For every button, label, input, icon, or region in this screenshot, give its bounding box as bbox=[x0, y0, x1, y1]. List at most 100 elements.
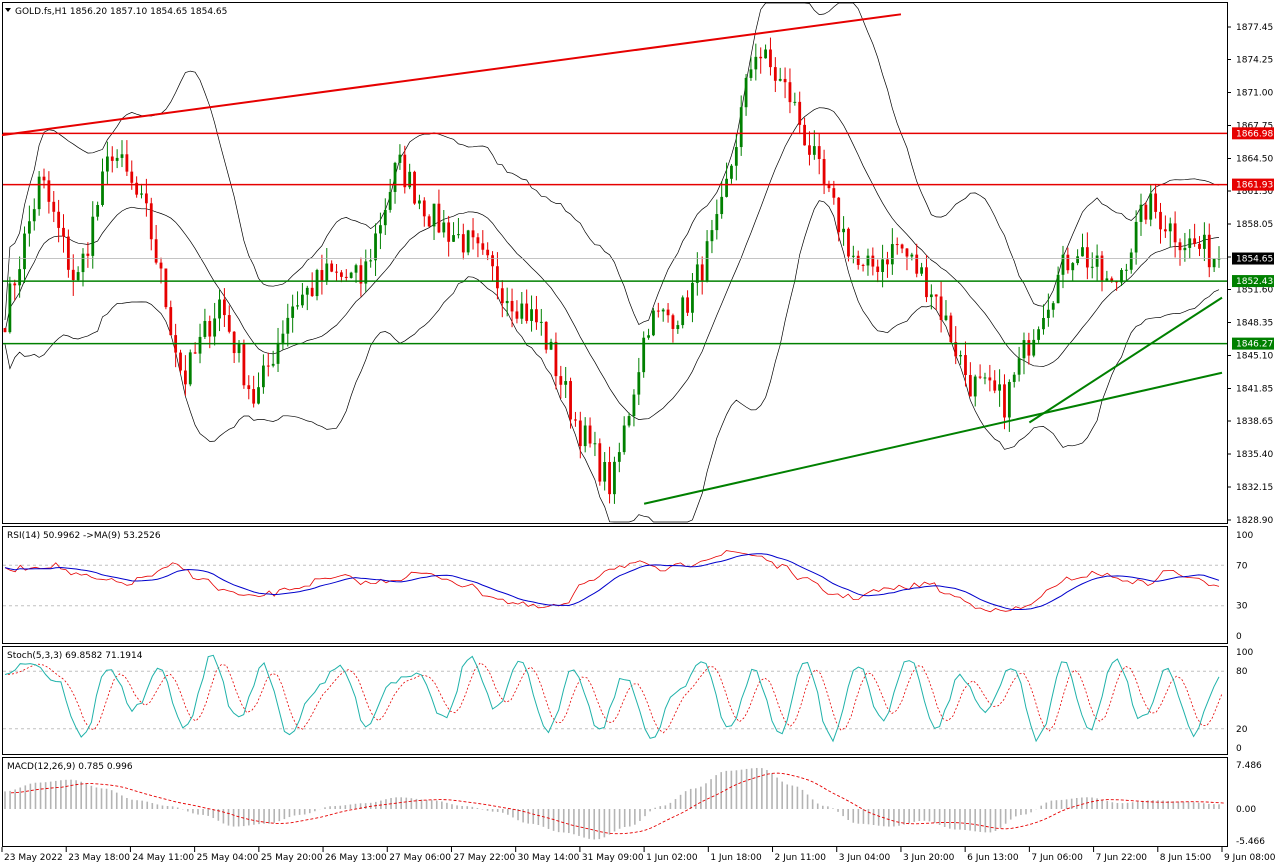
candle-body bbox=[520, 303, 524, 319]
candle-body bbox=[778, 78, 782, 81]
candle-body bbox=[252, 389, 256, 404]
dropdown-triangle-icon[interactable] bbox=[5, 8, 11, 12]
price-tick-label: 1858.05 bbox=[1236, 220, 1273, 230]
price-tick-label: 1867.75 bbox=[1236, 121, 1273, 131]
candle-body bbox=[827, 183, 831, 189]
price-tick-label: 1828.90 bbox=[1236, 516, 1273, 526]
candle-body bbox=[66, 236, 70, 270]
candle-body bbox=[325, 263, 329, 281]
candle-body bbox=[988, 377, 992, 381]
time-tick-label: 27 May 06:00 bbox=[389, 853, 451, 863]
candle-body bbox=[1076, 256, 1080, 264]
candle-body bbox=[1144, 204, 1148, 220]
candle-body bbox=[359, 265, 363, 284]
rsi-pane[interactable] bbox=[2, 526, 1228, 644]
candle-body bbox=[554, 341, 558, 377]
stoch-tick-label: 20 bbox=[1236, 725, 1248, 735]
time-tick-label: 9 Jun 08:00 bbox=[1224, 853, 1276, 863]
candle-body bbox=[418, 200, 421, 204]
price-tick-label: 1871.00 bbox=[1236, 88, 1273, 98]
price-tick-label: 1851.60 bbox=[1236, 285, 1273, 295]
candle-body bbox=[32, 209, 36, 222]
price-tick-label: 1877.45 bbox=[1236, 23, 1273, 33]
candle-body bbox=[617, 452, 621, 462]
candle-body bbox=[725, 178, 728, 197]
price-axis: 1877.45 1874.25 1871.00 1867.75 1864.50 1861.… bbox=[1227, 23, 1273, 526]
candle-body bbox=[369, 260, 373, 262]
candle-body bbox=[3, 328, 7, 333]
candle-body bbox=[310, 287, 314, 297]
time-tick-label: 26 May 13:00 bbox=[325, 853, 387, 863]
candle-body bbox=[613, 461, 616, 495]
candle-body bbox=[281, 333, 285, 343]
candle-body bbox=[812, 146, 816, 155]
candle-body bbox=[861, 264, 865, 266]
time-tick-label: 25 May 20:00 bbox=[261, 853, 323, 863]
candle-body bbox=[37, 176, 41, 210]
candle-body bbox=[1120, 269, 1123, 283]
macd-tick-label: -5.466 bbox=[1236, 837, 1265, 847]
candle-body bbox=[773, 67, 777, 81]
candle-body bbox=[76, 272, 80, 281]
level-badge-label: 1861.93 bbox=[1236, 181, 1273, 191]
rsi-tick-label: 100 bbox=[1236, 531, 1253, 541]
candle-body bbox=[232, 331, 236, 354]
candle-body bbox=[1178, 242, 1182, 251]
candle-body bbox=[783, 78, 787, 83]
candle-body bbox=[1022, 340, 1026, 359]
candle-body bbox=[647, 335, 650, 338]
candle-body bbox=[18, 269, 22, 286]
candle-body bbox=[691, 282, 694, 313]
candle-body bbox=[320, 270, 324, 281]
candle-body bbox=[983, 377, 987, 379]
level-badge bbox=[1232, 252, 1274, 265]
candle-body bbox=[1032, 339, 1036, 356]
candle-body bbox=[515, 311, 519, 319]
candle-body bbox=[461, 234, 465, 253]
rsi-tick-label: 0 bbox=[1236, 632, 1242, 642]
candle-body bbox=[978, 376, 982, 378]
time-tick-label: 24 May 11:00 bbox=[132, 853, 194, 863]
candle-body bbox=[1129, 252, 1133, 270]
candle-body bbox=[476, 237, 480, 244]
candle-body bbox=[905, 248, 909, 257]
candle-body bbox=[549, 341, 553, 350]
candle-body bbox=[710, 230, 714, 242]
candle-body bbox=[871, 255, 875, 267]
candle-body bbox=[1027, 340, 1031, 356]
macd-pane[interactable] bbox=[2, 757, 1228, 847]
candle-body bbox=[632, 394, 636, 417]
price-tick-label: 1864.50 bbox=[1236, 155, 1273, 165]
candle-body bbox=[754, 56, 758, 70]
time-tick-label: 6 Jun 13:00 bbox=[967, 853, 1019, 863]
candle-body bbox=[744, 77, 748, 108]
stoch-signal-line bbox=[7, 662, 1223, 734]
candle-body bbox=[213, 318, 217, 337]
candle-body bbox=[120, 154, 124, 158]
candle-body bbox=[959, 355, 962, 357]
candle-body bbox=[954, 342, 958, 357]
candle-body bbox=[1202, 234, 1206, 249]
stoch-pane[interactable] bbox=[2, 646, 1228, 755]
candle-body bbox=[686, 297, 689, 313]
candle-body bbox=[510, 300, 514, 312]
candle-body bbox=[398, 154, 402, 163]
level-badge-label: 1846.27 bbox=[1236, 340, 1273, 350]
stochastic-indicator: 100 80 20 0 bbox=[3, 648, 1253, 754]
candle-body bbox=[413, 171, 416, 204]
candle-body bbox=[530, 309, 533, 321]
price-tick-label: 1845.10 bbox=[1236, 351, 1273, 361]
time-tick-label: 2 Jun 11:00 bbox=[775, 853, 827, 863]
candle-body bbox=[817, 146, 821, 160]
candle-body bbox=[851, 255, 855, 257]
candle-body bbox=[144, 193, 148, 204]
candle-body bbox=[681, 297, 685, 326]
candle-body bbox=[471, 230, 475, 238]
candle-body bbox=[973, 376, 977, 397]
price-tick-label: 1838.65 bbox=[1236, 417, 1273, 427]
candlesticks bbox=[3, 37, 1221, 504]
price-tick-label: 1841.85 bbox=[1236, 384, 1273, 394]
time-tick-label: 23 May 2022 bbox=[4, 853, 63, 863]
price-tick-label: 1874.25 bbox=[1236, 55, 1273, 65]
